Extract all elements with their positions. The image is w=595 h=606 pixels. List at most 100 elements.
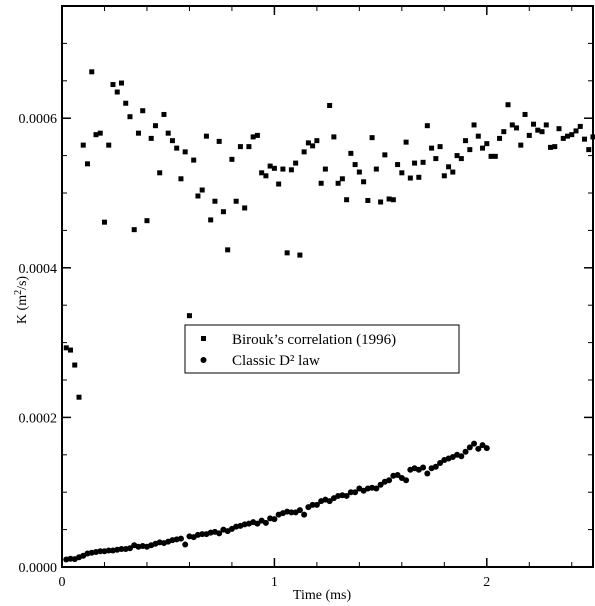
x-axis-label: Time (ms): [293, 588, 352, 603]
birouk-data-point: [161, 112, 166, 117]
birouk-data-point: [187, 313, 192, 318]
birouk-data-point: [557, 126, 562, 131]
d2-law-data-point: [178, 536, 184, 542]
birouk-data-point: [225, 247, 230, 252]
birouk-data-point: [433, 156, 438, 161]
birouk-data-point: [221, 209, 226, 214]
birouk-data-point: [106, 143, 111, 148]
birouk-data-point: [348, 151, 353, 156]
birouk-data-point: [493, 154, 498, 159]
birouk-data-point: [132, 227, 137, 232]
birouk-data-point: [399, 170, 404, 175]
birouk-data-point: [285, 250, 290, 255]
birouk-data-point: [115, 90, 120, 95]
birouk-data-point: [382, 152, 387, 157]
d2-law-data-point: [403, 477, 409, 483]
birouk-data-point: [144, 218, 149, 223]
birouk-data-point: [255, 133, 260, 138]
d2-law-data-point: [271, 516, 277, 522]
x-tick-label: 0: [59, 575, 66, 590]
birouk-data-point: [123, 101, 128, 106]
birouk-data-point: [238, 144, 243, 149]
birouk-data-point: [229, 157, 234, 162]
birouk-data-point: [110, 82, 115, 87]
birouk-data-point: [166, 131, 171, 136]
birouk-data-point: [242, 205, 247, 210]
d2-law-data-point: [424, 471, 430, 477]
legend-label-d2: Classic D² law: [232, 353, 320, 369]
birouk-data-point: [310, 143, 315, 148]
birouk-data-point: [68, 348, 73, 353]
birouk-data-point: [472, 122, 477, 127]
x-tick-label: 2: [483, 575, 490, 590]
birouk-data-point: [263, 173, 268, 178]
birouk-data-point: [204, 134, 209, 139]
birouk-data-point: [574, 128, 579, 133]
birouk-data-point: [412, 161, 417, 166]
birouk-data-point: [514, 125, 519, 130]
y-tick-label: 0.0000: [19, 561, 58, 576]
d2-law-data-point: [301, 512, 307, 518]
series-classic-d2-law: [63, 441, 490, 563]
birouk-data-point: [272, 166, 277, 171]
legend-marker-d2: [201, 357, 207, 363]
birouk-data-point: [540, 129, 545, 134]
birouk-data-point: [374, 167, 379, 172]
birouk-data-point: [578, 124, 583, 129]
birouk-data-point: [323, 167, 328, 172]
birouk-data-point: [544, 122, 549, 127]
birouk-data-point: [395, 162, 400, 167]
birouk-data-point: [72, 363, 77, 368]
birouk-data-point: [174, 146, 179, 151]
y-axis-label-base: K (m: [15, 295, 30, 324]
birouk-data-point: [497, 136, 502, 141]
y-tick-label: 0.0006: [19, 112, 58, 127]
birouk-data-point: [506, 102, 511, 107]
birouk-data-point: [81, 143, 86, 148]
birouk-data-point: [463, 138, 468, 143]
birouk-data-point: [442, 173, 447, 178]
birouk-data-point: [344, 197, 349, 202]
birouk-data-point: [438, 144, 443, 149]
birouk-data-point: [408, 176, 413, 181]
birouk-data-point: [552, 144, 557, 149]
birouk-data-point: [102, 220, 107, 225]
birouk-data-point: [127, 114, 132, 119]
birouk-data-point: [450, 170, 455, 175]
birouk-data-point: [89, 69, 94, 74]
birouk-data-point: [404, 140, 409, 145]
birouk-data-point: [391, 197, 396, 202]
birouk-data-point: [85, 161, 90, 166]
y-axis-label: K (m2/s): [13, 276, 31, 325]
birouk-data-point: [480, 146, 485, 151]
birouk-data-point: [370, 135, 375, 140]
d2-law-data-point: [471, 441, 477, 447]
birouk-data-point: [76, 395, 81, 400]
birouk-data-point: [582, 137, 587, 142]
birouk-data-point: [531, 122, 536, 127]
birouk-data-point: [467, 147, 472, 152]
birouk-data-point: [293, 161, 298, 166]
birouk-data-point: [421, 160, 426, 165]
y-axis-label-tail: /s): [15, 276, 30, 290]
d2-law-data-point: [420, 465, 426, 471]
birouk-data-point: [336, 181, 341, 186]
d2-law-data-point: [484, 445, 490, 451]
birouk-data-point: [119, 81, 124, 86]
birouk-data-point: [170, 138, 175, 143]
birouk-data-point: [246, 144, 251, 149]
x-axis-label-group: Time (ms): [293, 588, 352, 603]
birouk-data-point: [459, 156, 464, 161]
birouk-data-point: [200, 188, 205, 193]
d2-law-data-point: [386, 477, 392, 483]
birouk-data-point: [157, 170, 162, 175]
birouk-data-point: [518, 143, 523, 148]
birouk-data-point: [98, 131, 103, 136]
birouk-data-point: [302, 149, 307, 154]
birouk-data-point: [212, 199, 217, 204]
birouk-data-point: [178, 176, 183, 181]
birouk-data-point: [340, 176, 345, 181]
birouk-data-point: [446, 164, 451, 169]
birouk-data-point: [365, 198, 370, 203]
